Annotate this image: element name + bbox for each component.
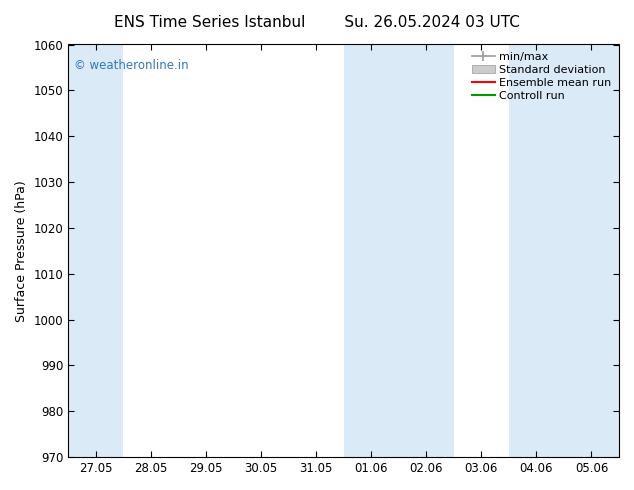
Text: © weatheronline.in: © weatheronline.in (74, 59, 188, 72)
Bar (509, 45, 619, 457)
Legend: min/max, Standard deviation, Ensemble mean run, Controll run: min/max, Standard deviation, Ensemble me… (470, 50, 614, 103)
Bar (68, 45, 123, 457)
Bar (344, 45, 454, 457)
Text: ENS Time Series Istanbul        Su. 26.05.2024 03 UTC: ENS Time Series Istanbul Su. 26.05.2024 … (114, 15, 520, 30)
Y-axis label: Surface Pressure (hPa): Surface Pressure (hPa) (15, 180, 28, 322)
